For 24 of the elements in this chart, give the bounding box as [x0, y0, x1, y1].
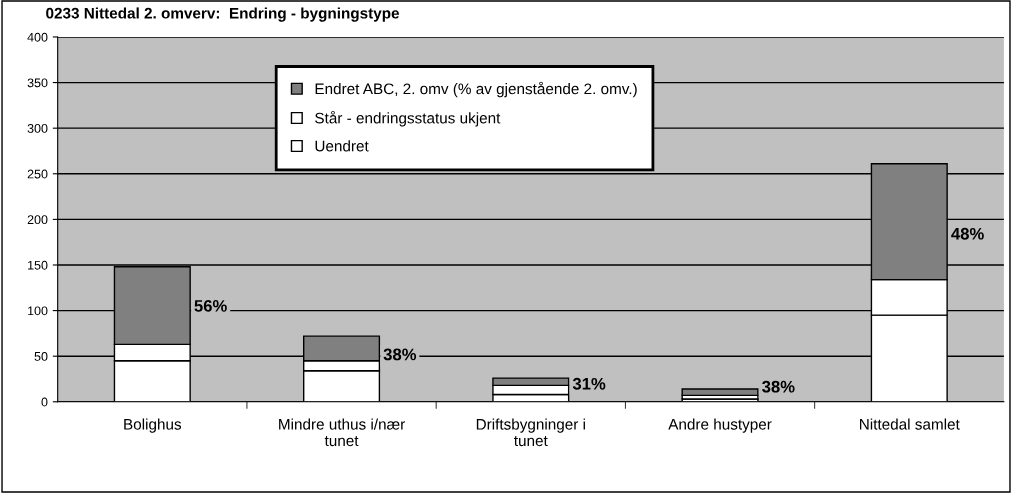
x-tick-label: Driftsbygninger i tunet	[476, 418, 585, 447]
y-tick-label: 200	[27, 215, 48, 225]
annotation: 31%	[572, 377, 606, 390]
y-tick-label: 300	[27, 123, 48, 133]
annotation: 38%	[762, 380, 795, 393]
legend-label: Endret ABC, 2. omv (% av gjenstående 2. omv.)	[315, 81, 637, 98]
x-tick-label: Nittedal samlet	[860, 418, 960, 430]
annotation: 38%	[383, 348, 417, 361]
x-tick-label: Mindre uthus i/nær tunet	[279, 418, 405, 447]
legend-label: Uendret	[315, 140, 369, 152]
y-tick-label: 100	[28, 306, 48, 316]
y-tick-label: 350	[27, 78, 48, 88]
y-tick-label: 400	[27, 32, 48, 42]
chart-title: 0233 Nittedal 2. omverv: Endring - bygningstype	[46, 7, 400, 22]
y-tick-label: 150	[28, 260, 48, 270]
legend-label: Står - endringsstatus ukjent	[315, 111, 501, 127]
x-tick-label: Bolighus	[124, 418, 182, 433]
annotation: 56%	[194, 299, 227, 312]
y-tick-label: 50	[34, 351, 48, 361]
annotation: 48%	[951, 227, 984, 240]
x-tick-label: Andre hustyper	[668, 418, 772, 433]
y-tick-label: 250	[27, 169, 48, 179]
bar	[681, 388, 759, 397]
y-tick-label: 0	[41, 397, 48, 407]
